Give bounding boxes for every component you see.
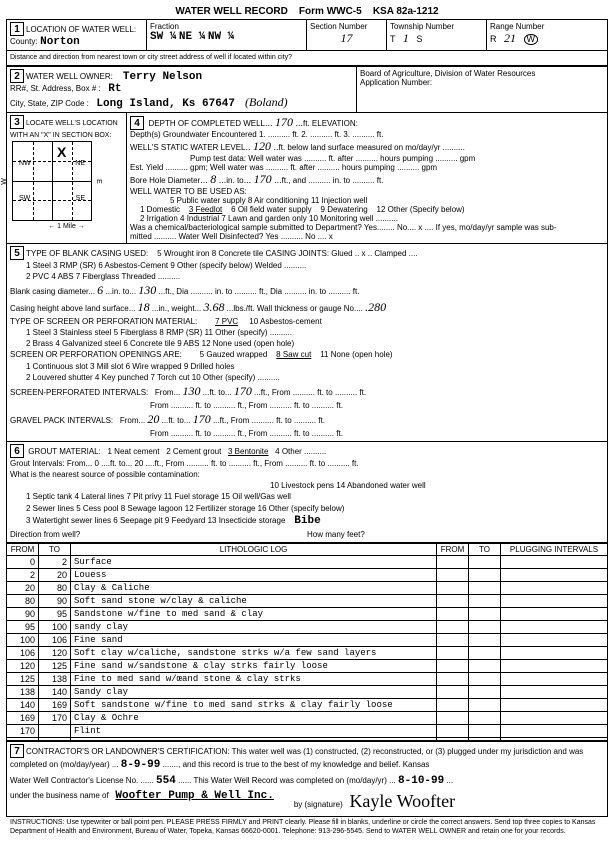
distance-line: Distance and direction from nearest town… (6, 50, 608, 66)
section-number: 17 (310, 31, 383, 46)
section-grid: X NW NE SW SE W E (12, 141, 92, 221)
location-row: 1LOCATION OF WATER WELL: County: Norton … (6, 19, 608, 50)
table-row: 140169Soft sandstone w/fine to med sand … (7, 699, 608, 712)
table-row: 120125Fine sand w/sandstone & clay strks… (7, 660, 608, 673)
table-row: 8090Soft sand stone w/clay & caliche (7, 595, 608, 608)
table-row: 106120Soft clay w/caliche, sandstone str… (7, 647, 608, 660)
box-1: 1 (10, 22, 24, 36)
table-row: 138140Sandy clay (7, 686, 608, 699)
table-row: 95100sandy clay (7, 621, 608, 634)
box-5: 5TYPE OF BLANK CASING USED: 5 Wrought ir… (6, 243, 608, 442)
table-row: 220Louess (7, 569, 608, 582)
signature: Kayle Woofter (349, 791, 455, 811)
table-row: 02Surface (7, 556, 608, 569)
table-row: 169170Clay & Ochre (7, 712, 608, 725)
table-row: 100106Fine sand (7, 634, 608, 647)
county: Norton (40, 36, 80, 48)
footer-instructions: INSTRUCTIONS: Use typewriter or ball poi… (6, 817, 608, 838)
owner-row: 2WATER WELL OWNER: Terry Nelson RR#, St.… (6, 66, 608, 112)
box-7: 7CONTRACTOR'S OR LANDOWNER'S CERTIFICATI… (6, 741, 608, 817)
table-row: 2080Clay & Caliche (7, 582, 608, 595)
row-3-4: 3LOCATE WELL'S LOCATION WITH AN "X" IN S… (6, 112, 608, 243)
table-row: 125138Fine to med sand w/œand stone & cl… (7, 673, 608, 686)
box-6: 6 GROUT MATERIAL: 1 Neat cement 2 Cement… (6, 442, 608, 544)
lithologic-table: FROM TO LITHOLOGIC LOG FROM TO PLUGGING … (6, 543, 608, 741)
table-row: 170Flint (7, 725, 608, 738)
table-row: 9095Sandstone w/fine to med sand & clay (7, 608, 608, 621)
form-title: WATER WELL RECORD Form WWC-5 KSA 82a-121… (6, 6, 608, 17)
owner-name: Terry Nelson (123, 71, 202, 83)
